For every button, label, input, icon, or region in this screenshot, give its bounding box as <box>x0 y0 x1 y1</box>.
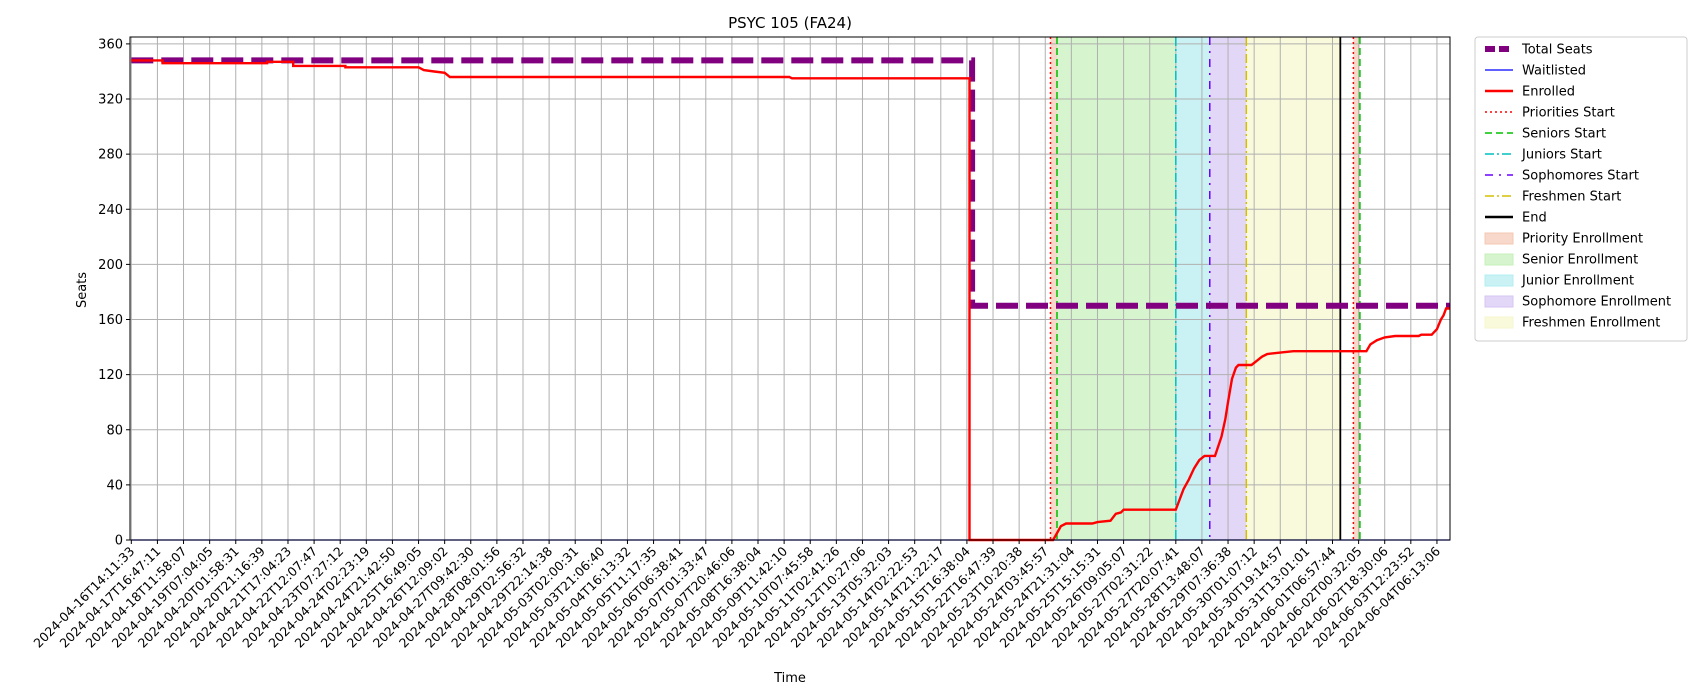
legend-swatch <box>1484 316 1514 329</box>
series-enrolled <box>131 59 1450 542</box>
span-junior-enrollment <box>1175 37 1210 540</box>
x-axis: 2024-04-16T14:11:332024-04-17T16:47:1120… <box>30 540 1443 651</box>
legend-label: Priority Enrollment <box>1522 232 1643 247</box>
legend-swatch <box>1484 295 1514 308</box>
legend-label: Juniors Start <box>1521 148 1602 163</box>
legend-label: End <box>1522 211 1547 226</box>
series-total-seats <box>131 57 1450 309</box>
span-senior-enrollment <box>1057 37 1176 540</box>
legend: Total Seats Waitlisted Enrolled Priorities … <box>1474 36 1688 342</box>
legend-label: Junior Enrollment <box>1521 274 1634 289</box>
legend-item: Priorities Start <box>1485 106 1615 121</box>
x-axis-label: Time <box>773 671 806 686</box>
legend-label: Sophomores Start <box>1522 169 1639 184</box>
legend-swatch <box>1484 274 1514 287</box>
plot-area <box>129 36 1451 541</box>
legend-item: Sophomore Enrollment <box>1484 295 1671 310</box>
y-axis: 0 40 80 120 160 200 240 280 320 360 <box>98 37 130 549</box>
legend-item: Juniors Start <box>1485 148 1602 163</box>
legend-item: Senior Enrollment <box>1484 253 1638 268</box>
y-tick-label: 280 <box>98 148 123 163</box>
legend-item: Freshmen Start <box>1485 190 1621 205</box>
y-tick-label: 120 <box>98 368 123 383</box>
y-tick-label: 80 <box>106 423 123 438</box>
legend-item: Enrolled <box>1485 85 1575 100</box>
enrollment-spans <box>1050 37 1360 540</box>
legend-label: Priorities Start <box>1522 106 1615 121</box>
y-tick-label: 0 <box>115 534 123 549</box>
legend-label: Waitlisted <box>1522 64 1586 79</box>
legend-item: End <box>1485 211 1547 226</box>
legend-label: Freshmen Start <box>1522 190 1621 205</box>
y-tick-label: 240 <box>98 203 123 218</box>
legend-item: Junior Enrollment <box>1484 274 1634 289</box>
legend-item: Sophomores Start <box>1485 169 1639 184</box>
legend-label: Total Seats <box>1521 43 1593 58</box>
legend-label: Enrolled <box>1522 85 1575 100</box>
y-tick-label: 320 <box>98 93 123 108</box>
y-tick-label: 200 <box>98 258 123 273</box>
legend-swatch <box>1484 253 1514 266</box>
legend-label: Seniors Start <box>1522 127 1606 142</box>
chart-title: PSYC 105 (FA24) <box>728 14 852 32</box>
y-tick-label: 160 <box>98 313 123 328</box>
legend-swatch <box>1484 232 1514 245</box>
span-priority-enrollment <box>1050 37 1058 540</box>
legend-item: Priority Enrollment <box>1484 232 1643 247</box>
legend-item: Waitlisted <box>1485 64 1586 79</box>
y-axis-label: Seats <box>75 272 90 308</box>
y-tick-label: 360 <box>98 37 123 52</box>
legend-box <box>1474 36 1688 342</box>
grid <box>130 37 1450 541</box>
legend-label: Sophomore Enrollment <box>1522 295 1671 310</box>
legend-item: Seniors Start <box>1485 127 1606 142</box>
legend-item: Freshmen Enrollment <box>1484 316 1660 331</box>
legend-label: Senior Enrollment <box>1522 253 1638 268</box>
legend-item: Total Seats <box>1485 43 1593 58</box>
span-freshmen-enrollment <box>1246 37 1341 540</box>
y-tick-label: 40 <box>106 478 123 493</box>
span-priority-enrollment <box>1353 37 1360 540</box>
legend-label: Freshmen Enrollment <box>1522 316 1660 331</box>
